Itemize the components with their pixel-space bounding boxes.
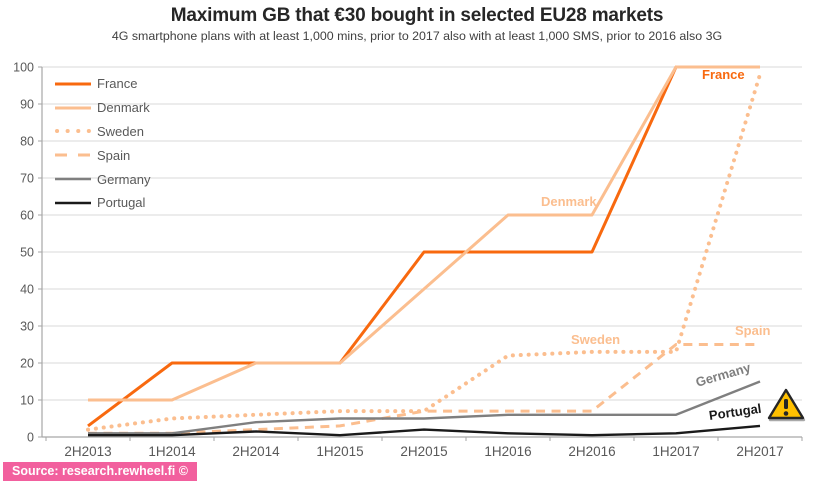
chart-subtitle: 4G smartphone plans with at least 1,000 …	[111, 29, 723, 43]
legend-line-sample	[55, 153, 91, 157]
y-axis-label: 20	[20, 356, 34, 370]
series-line-germany	[88, 380, 761, 435]
series-label-denmark: Denmark	[541, 194, 597, 209]
legend-item-france: France	[54, 72, 150, 96]
legend-item-spain: Spain	[54, 143, 150, 167]
x-axis-label: 2H2017	[736, 444, 783, 459]
legend: France Denmark Sweden Spain Germany Portugal	[54, 72, 150, 215]
series-label-sweden: Sweden	[571, 332, 621, 347]
legend-item-portugal: Portugal	[54, 191, 150, 215]
y-axis-label: 60	[20, 208, 34, 222]
y-axis-label: 70	[20, 171, 34, 185]
legend-line-sample	[55, 129, 92, 134]
y-axis-label: 100	[13, 60, 34, 74]
x-axis-label: 2H2013	[64, 444, 111, 459]
legend-label: Spain	[97, 147, 131, 163]
y-axis-label: 10	[20, 393, 34, 407]
warning-triangle-icon	[767, 388, 805, 420]
series-line-spain	[88, 343, 760, 435]
y-axis-label: 40	[20, 282, 34, 296]
x-axis-label: 2H2014	[232, 444, 280, 459]
legend-label: Germany	[97, 171, 151, 187]
legend-label: Sweden	[97, 123, 144, 139]
series-line-sweden	[86, 72, 762, 432]
chart-title: Maximum GB that €30 bought in selected E…	[170, 5, 664, 26]
y-axis-label: 90	[20, 97, 34, 111]
x-axis-label: 1H2015	[316, 444, 363, 459]
x-axis-label: 1H2016	[484, 444, 531, 459]
x-axis-label: 2H2016	[568, 444, 615, 459]
series-line-portugal	[88, 424, 761, 437]
source-attribution: Source: research.rewheel.fi ©	[3, 462, 197, 481]
y-axis-label: 0	[27, 430, 34, 444]
series-label-spain: Spain	[735, 323, 771, 338]
x-axis-label: 1H2014	[148, 444, 196, 459]
y-axis-label: 30	[20, 319, 34, 333]
series-line-denmark	[88, 65, 760, 402]
y-axis-label: 50	[20, 245, 34, 259]
legend-line-sample	[55, 177, 91, 181]
y-axis-label: 80	[20, 134, 34, 148]
legend-label: Portugal	[97, 195, 146, 211]
legend-line-sample	[55, 82, 91, 86]
legend-item-sweden: Sweden	[54, 120, 150, 144]
legend-line-sample	[55, 201, 91, 205]
legend-label: France	[97, 76, 138, 92]
legend-item-germany: Germany	[54, 167, 150, 191]
x-axis-label: 2H2015	[400, 444, 447, 459]
legend-line-sample	[55, 106, 91, 110]
legend-item-denmark: Denmark	[54, 96, 150, 120]
series-line-france	[87, 65, 760, 428]
x-axis-label: 1H2017	[652, 444, 699, 459]
legend-label: Denmark	[97, 100, 150, 116]
series-label-france: France	[702, 67, 745, 82]
